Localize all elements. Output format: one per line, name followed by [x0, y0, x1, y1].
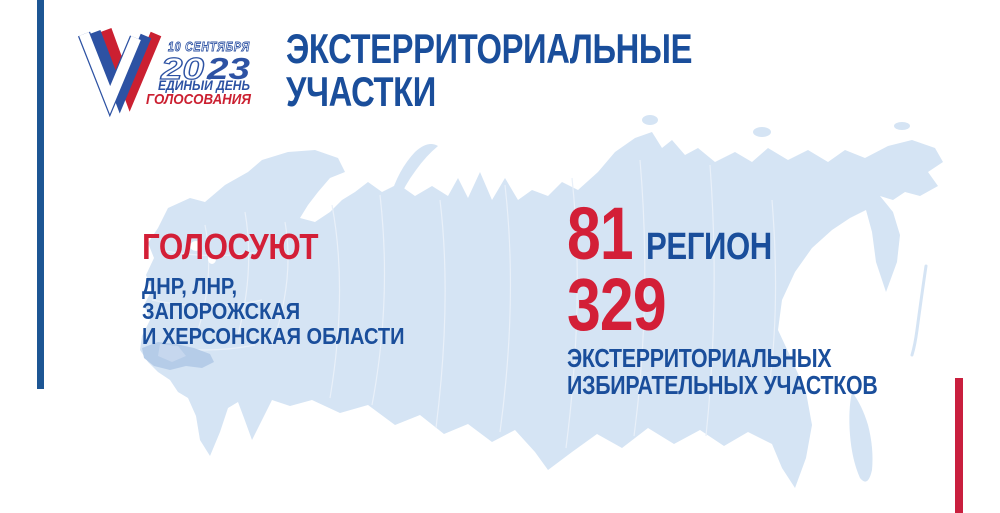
page-title: ЭКСТЕРРИТОРИАЛЬНЫЕ УЧАСТКИ	[286, 27, 692, 113]
logo-tagline-voting: ГОЛОСОВАНИЯ	[146, 91, 252, 108]
kuril-islands-chain	[910, 264, 928, 357]
stations-label-line1: ЭКСТЕРРИТОРИАЛЬНЫХ	[567, 343, 832, 373]
voting-block: ГОЛОСУЮТ ДНР, ЛНР, ЗАПОРОЖСКАЯ И ХЕРСОНС…	[142, 229, 405, 349]
logo-year-outline: 20	[160, 51, 204, 86]
stations-label-line2: ИЗБИРАТЕЛЬНЫХ УЧАСТКОВ	[567, 370, 878, 400]
vote-region-line-2: ЗАПОРОЖСКАЯ	[142, 298, 301, 324]
russia-mainland-shape	[140, 132, 943, 488]
vote-heading: ГОЛОСУЮТ	[142, 226, 319, 267]
lake-onega	[208, 254, 216, 264]
page-title-line2: УЧАСТКИ	[286, 68, 436, 115]
regions-label: РЕГИОН	[645, 226, 772, 268]
vote-region-line-3: И ХЕРСОНСКАЯ ОБЛАСТИ	[142, 323, 405, 349]
stats-block: 81 РЕГИОН 329 ЭКСТЕРРИТОРИАЛЬНЫХ ИЗБИРАТ…	[567, 192, 878, 400]
right-accent-bar	[955, 378, 963, 513]
island-sakhalin	[849, 392, 873, 482]
edg-2023-logo: 10 СЕНТЯБРЯ 20 23 ЕДИНЫЙ ДЕНЬ ГОЛОСОВАНИ…	[77, 26, 263, 118]
logo-year-solid: 23	[206, 51, 250, 86]
regions-count: 81	[567, 192, 634, 275]
vote-region-line-1: ДНР, ЛНР,	[142, 273, 238, 299]
lake-ladoga	[190, 241, 202, 251]
regions-row: 81 РЕГИОН	[567, 192, 878, 275]
page-title-line1: ЭКСТЕРРИТОРИАЛЬНЫЕ	[286, 25, 693, 72]
island-new-siberian	[753, 127, 771, 137]
stations-count: 329	[567, 263, 667, 346]
logo-date: 10 СЕНТЯБРЯ	[168, 39, 250, 54]
v-checkmark-flag-icon	[77, 28, 162, 118]
island-wrangel	[894, 122, 910, 130]
island-severnaya-zemlya	[642, 115, 658, 125]
highlighted-new-regions-inner	[158, 344, 186, 362]
island-novaya-zemlya	[390, 144, 438, 202]
left-accent-bar	[37, 0, 44, 389]
region-borders	[151, 159, 777, 449]
logo-tagline-day: ЕДИНЫЙ ДЕНЬ	[158, 77, 250, 93]
